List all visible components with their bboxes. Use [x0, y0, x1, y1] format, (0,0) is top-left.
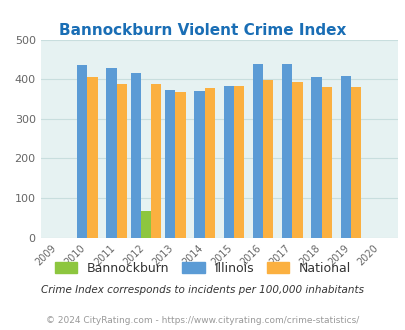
Bar [106, 68, 117, 238]
Bar [151, 84, 161, 238]
Text: © 2024 CityRating.com - https://www.cityrating.com/crime-statistics/: © 2024 CityRating.com - https://www.city… [46, 315, 359, 325]
Bar [281, 64, 292, 238]
Bar [233, 85, 243, 238]
Bar [204, 88, 214, 238]
Bar [165, 90, 175, 238]
Bar [292, 82, 302, 238]
Bar [117, 84, 127, 238]
Bar [87, 77, 98, 238]
Text: Bannockburn Violent Crime Index: Bannockburn Violent Crime Index [59, 23, 346, 38]
Bar [223, 85, 233, 238]
Bar [252, 64, 262, 238]
Bar [321, 87, 331, 238]
Bar [77, 65, 87, 238]
Bar [194, 91, 204, 238]
Bar [262, 81, 273, 238]
Legend: Bannockburn, Illinois, National: Bannockburn, Illinois, National [49, 257, 356, 280]
Bar [175, 92, 185, 238]
Bar [350, 87, 360, 238]
Bar [311, 77, 321, 238]
Text: Crime Index corresponds to incidents per 100,000 inhabitants: Crime Index corresponds to incidents per… [41, 285, 364, 295]
Bar [141, 211, 151, 238]
Bar [130, 73, 141, 238]
Bar [340, 76, 350, 238]
